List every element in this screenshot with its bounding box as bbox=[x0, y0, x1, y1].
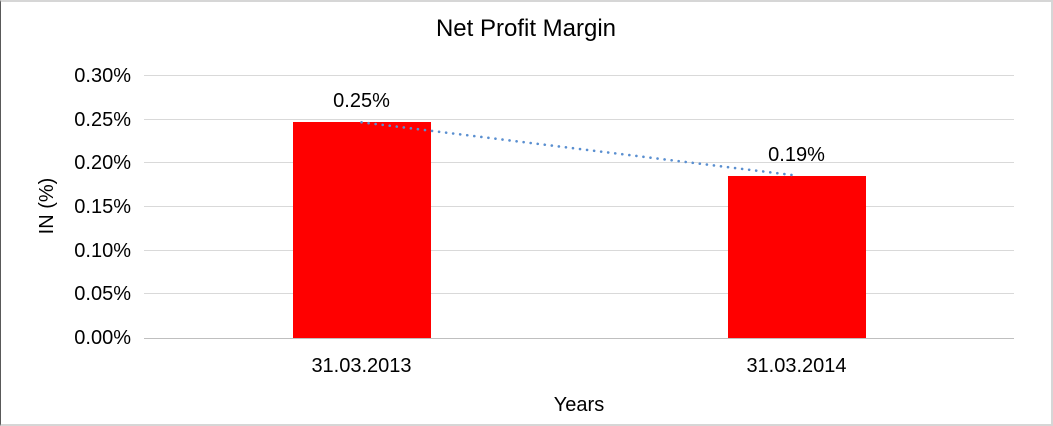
bar bbox=[292, 122, 431, 338]
y-tick-label: 0.30% bbox=[74, 65, 131, 87]
data-label: 0.25% bbox=[333, 90, 390, 113]
chart-title: Net Profit Margin bbox=[435, 15, 617, 42]
bar bbox=[727, 175, 866, 338]
y-tick-label: 0.00% bbox=[74, 327, 131, 349]
y-tick-label: 0.05% bbox=[74, 283, 131, 306]
gridline bbox=[144, 206, 1014, 207]
gridline bbox=[144, 162, 1014, 164]
y-tick-label: 0.20% bbox=[74, 152, 131, 175]
x-tick-label: 31.03.2013 bbox=[311, 355, 412, 377]
y-tick-label: 0.15% bbox=[74, 196, 131, 218]
gridline bbox=[144, 293, 1014, 295]
x-tick-label: 31.03.2014 bbox=[746, 355, 847, 377]
gridline bbox=[144, 249, 1014, 251]
y-tick-label: 0.10% bbox=[74, 239, 131, 262]
y-tick-label: 0.25% bbox=[74, 108, 131, 131]
gridline bbox=[144, 75, 1014, 76]
data-label: 0.19% bbox=[768, 143, 825, 166]
x-axis-title: Years bbox=[553, 394, 605, 416]
gridline bbox=[144, 118, 1014, 120]
x-axis-line bbox=[144, 338, 1014, 339]
